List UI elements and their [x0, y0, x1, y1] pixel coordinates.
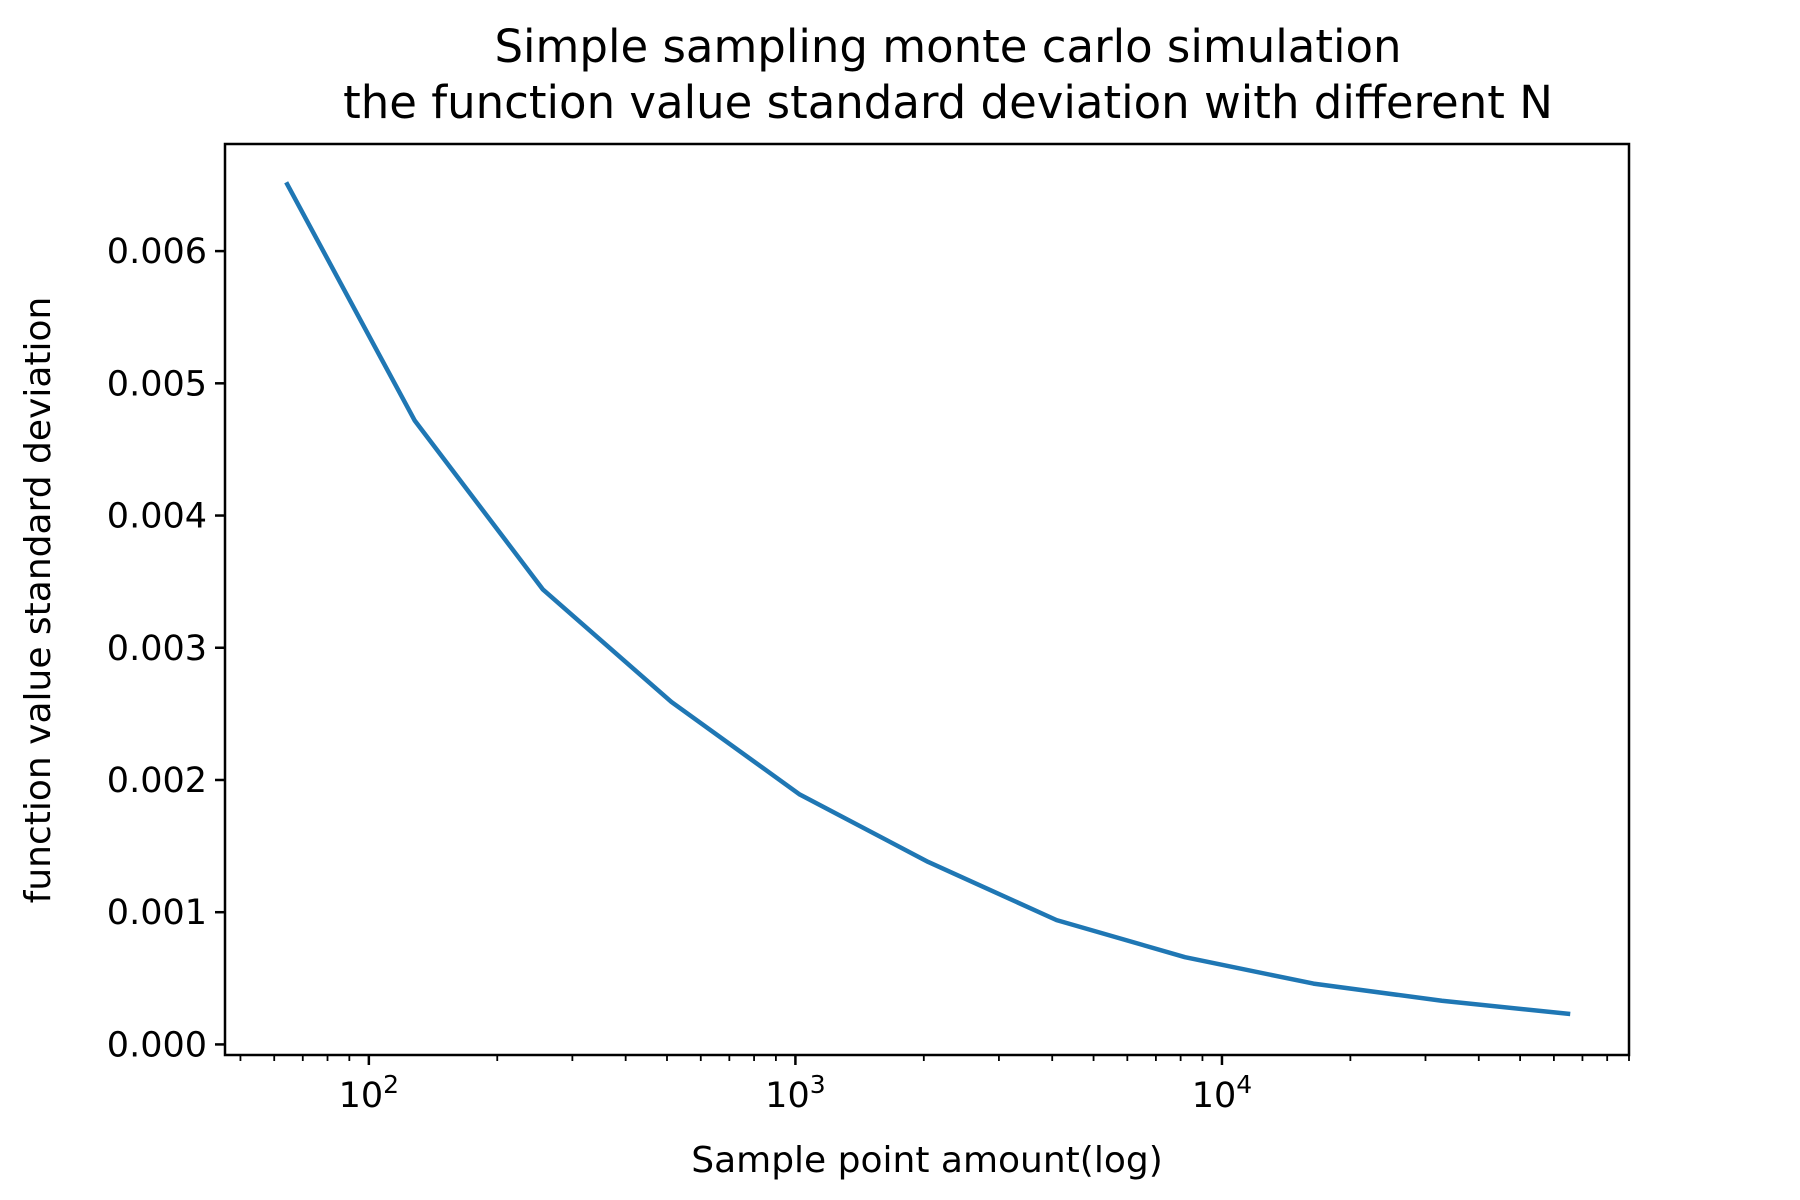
y-axis-ticks: 0.000 0.001 0.002 0.003 0.004 0.005 0.006: [107, 232, 225, 1065]
chart-title: Simple sampling monte carlo simulation: [494, 20, 1401, 73]
y-tick-label: 0.005: [107, 364, 207, 404]
chart-subtitle: the function value standard deviation wi…: [343, 76, 1553, 129]
y-tick-label: 0.003: [107, 629, 207, 669]
y-tick-label: 0.002: [107, 761, 207, 801]
y-tick-label: 0.006: [107, 232, 207, 272]
y-axis-label: function value standard deviation: [18, 297, 59, 904]
y-tick-label: 0.001: [107, 893, 207, 933]
y-tick-label: 0.004: [107, 497, 207, 537]
axes-frame: [223, 142, 1631, 1057]
x-tick-label: 103: [765, 1070, 825, 1116]
x-tick-label: 102: [339, 1070, 399, 1116]
y-tick-label: 0.000: [107, 1025, 207, 1065]
x-axis-ticks: 102 103 104: [339, 1055, 1252, 1116]
x-axis-label: Sample point amount(log): [691, 1140, 1163, 1181]
series-line: [284, 181, 1571, 1017]
x-tick-label: 104: [1192, 1070, 1252, 1116]
